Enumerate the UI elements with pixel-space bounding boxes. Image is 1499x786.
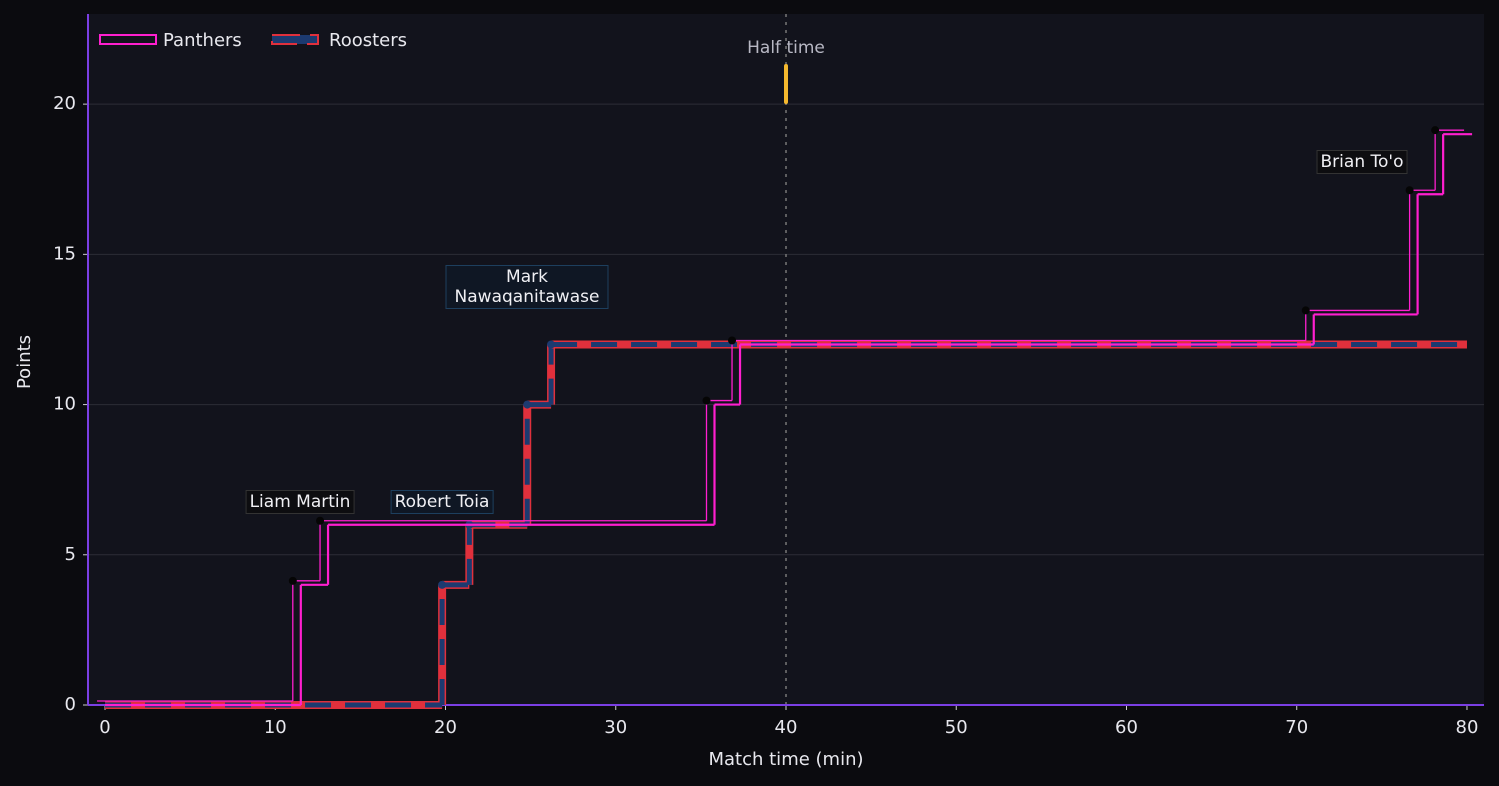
score-dot [316, 516, 325, 525]
x-tick-label: 60 [1115, 717, 1138, 738]
legend-swatch [271, 34, 319, 45]
y-tick-label: 15 [53, 243, 76, 264]
x-axis-label: Match time (min) [708, 749, 863, 770]
annotation: Mark Nawaqanitawase [445, 265, 609, 309]
y-tick-label: 5 [65, 544, 76, 565]
legend-swatch [99, 34, 157, 45]
y-tick-label: 0 [65, 694, 76, 715]
x-tick-label: 50 [945, 717, 968, 738]
legend-label: Panthers [163, 30, 242, 51]
score-dot [523, 400, 532, 409]
x-tick-label: 20 [434, 717, 457, 738]
y-axis-label: Points [14, 335, 35, 389]
score-dot [1301, 306, 1310, 315]
score-dot [288, 576, 297, 585]
series-panthers-echo [97, 126, 1465, 702]
x-tick-label: 40 [775, 717, 798, 738]
y-tick-label: 10 [53, 394, 76, 415]
score-dot [702, 396, 711, 405]
y-tick-label: 20 [53, 93, 76, 114]
score-dot [547, 340, 556, 349]
legend-label: Roosters [329, 30, 407, 51]
x-tick-label: 10 [264, 717, 287, 738]
x-tick-label: 70 [1285, 717, 1308, 738]
half-time-label: Half time [747, 38, 825, 58]
score-dot [1405, 186, 1414, 195]
score-dot [728, 336, 737, 345]
x-tick-label: 0 [99, 717, 110, 738]
score-dot [1431, 126, 1440, 135]
annotation: Brian To'o [1316, 150, 1408, 174]
annotation: Liam Martin [245, 490, 355, 514]
x-tick-label: 80 [1456, 717, 1479, 738]
annotation: Robert Toia [390, 490, 494, 514]
score-dot [438, 580, 447, 589]
series-panthers [105, 133, 1473, 707]
x-tick-label: 30 [604, 717, 627, 738]
